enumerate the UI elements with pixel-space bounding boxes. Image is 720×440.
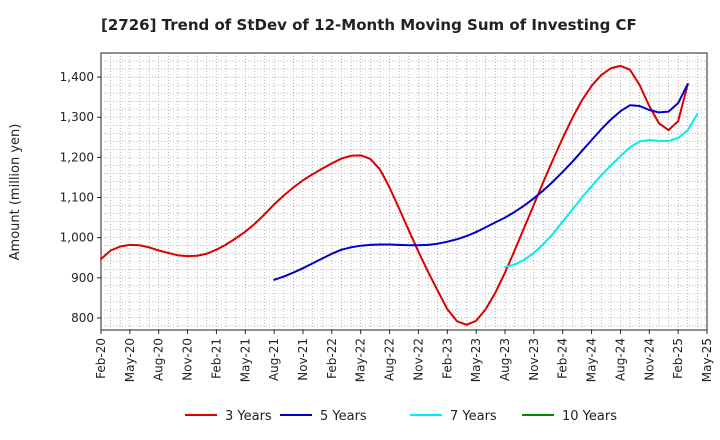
x-tick-labels: Feb-20 May-20 Aug-20 Nov-20 Feb-21 May-21 Aug-… bbox=[94, 330, 714, 382]
x-tick-label: Aug-23 bbox=[498, 338, 512, 381]
x-tick-label: Aug-20 bbox=[152, 338, 166, 381]
series-line-7-years bbox=[504, 113, 699, 268]
y-axis-label: Amount (million yen) bbox=[8, 124, 23, 261]
x-tick-label: Aug-22 bbox=[383, 338, 397, 381]
x-tick-label: May-21 bbox=[238, 338, 252, 382]
x-tick-label: Aug-24 bbox=[613, 338, 627, 381]
series-line-5-years bbox=[273, 82, 689, 281]
y-tick-label: 1,000 bbox=[60, 231, 94, 245]
x-tick-label: Nov-23 bbox=[527, 338, 541, 381]
x-tick-label: May-23 bbox=[469, 338, 483, 382]
x-tick-label: May-25 bbox=[700, 338, 714, 382]
x-tick-label: May-22 bbox=[354, 338, 368, 382]
legend-label: 7 Years bbox=[450, 409, 497, 424]
x-tick-label: Feb-21 bbox=[209, 338, 223, 379]
legend-label: 5 Years bbox=[320, 409, 367, 424]
x-tick-label: Aug-21 bbox=[267, 338, 281, 381]
y-tick-labels: 800 900 1,000 1,100 1,200 1,300 1,400 bbox=[60, 70, 101, 325]
y-tick-label: 800 bbox=[71, 311, 94, 325]
plot-frame bbox=[100, 52, 708, 331]
x-tick-label: Feb-24 bbox=[556, 338, 570, 379]
x-tick-label: Nov-20 bbox=[181, 338, 195, 381]
y-tick-label: 1,100 bbox=[60, 191, 94, 205]
chart-title: [2726] Trend of StDev of 12-Month Moving… bbox=[101, 16, 637, 34]
x-tick-label: Nov-22 bbox=[411, 338, 425, 381]
y-tick-label: 900 bbox=[71, 271, 94, 285]
x-tick-label: May-24 bbox=[585, 338, 599, 382]
x-tick-label: May-20 bbox=[123, 338, 137, 382]
x-tick-label: Feb-22 bbox=[325, 338, 339, 379]
legend: 3 Years 5 Years 7 Years 10 Years bbox=[185, 409, 617, 424]
legend-label: 3 Years bbox=[225, 409, 272, 424]
y-tick-label: 1,200 bbox=[60, 150, 94, 164]
x-tick-label: Feb-20 bbox=[94, 338, 108, 379]
x-tick-label: Nov-24 bbox=[642, 338, 656, 381]
legend-label: 10 Years bbox=[562, 409, 617, 424]
x-tick-label: Nov-21 bbox=[296, 338, 310, 381]
series-layer bbox=[100, 64, 699, 326]
y-tick-label: 1,300 bbox=[60, 110, 94, 124]
x-tick-label: Feb-23 bbox=[440, 338, 454, 379]
series-line-3-years bbox=[100, 64, 689, 326]
y-tick-label: 1,400 bbox=[60, 70, 94, 84]
x-tick-label: Feb-25 bbox=[671, 338, 685, 379]
grid-layer bbox=[101, 53, 707, 330]
